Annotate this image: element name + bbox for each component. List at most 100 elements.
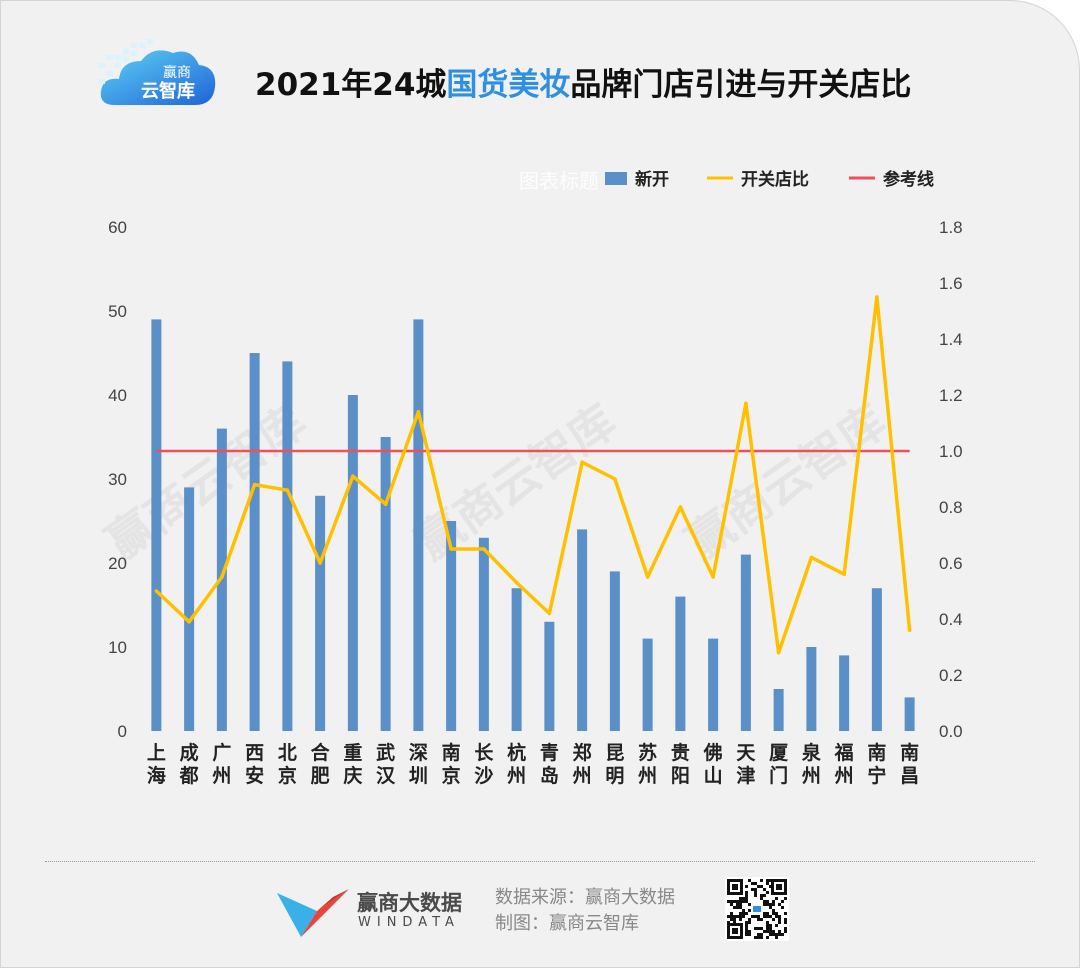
qr-module	[739, 912, 742, 915]
qr-module	[784, 918, 787, 921]
bar-深圳	[413, 319, 424, 731]
qr-module	[772, 903, 775, 906]
source-line: 数据来源：赢商大数据	[495, 887, 675, 908]
bar-南京	[446, 521, 457, 731]
ratio-point-重庆	[351, 474, 355, 479]
qr-module	[772, 933, 775, 936]
y-right-tick-label: 0.4	[939, 610, 963, 629]
bar-合肥	[315, 495, 326, 731]
qr-module	[769, 933, 772, 936]
ratio-point-广州	[220, 575, 224, 579]
combo-chart: 赢商云智库 赢商云智库 赢商云智库01020304050600.00.20.40.6…	[96, 169, 963, 787]
qr-module	[754, 936, 757, 939]
windata-logo-icon	[277, 889, 349, 937]
qr-module	[766, 924, 769, 927]
qr-module	[739, 915, 742, 918]
qr-module	[745, 927, 748, 930]
y-left-tick-label: 20	[108, 554, 127, 573]
bar-武汉	[380, 437, 391, 731]
x-tick-label: 昆明	[605, 742, 624, 787]
qr-module	[763, 930, 766, 933]
x-tick-label: 上海	[147, 742, 166, 787]
ratio-point-合肥	[318, 561, 322, 565]
qr-center-logo	[753, 906, 761, 912]
x-tick-label: 郑州	[573, 742, 592, 787]
qr-module	[784, 912, 787, 915]
x-tick-label: 天津	[736, 742, 756, 787]
bar-西安	[249, 353, 260, 731]
y-right-tick-label: 0.6	[939, 554, 963, 573]
bar-重庆	[347, 395, 358, 731]
x-tick-label: 成都	[179, 741, 199, 787]
qr-module	[754, 882, 757, 885]
y-left-tick-label: 60	[108, 218, 127, 237]
ratio-point-昆明	[613, 477, 617, 481]
qr-module	[763, 915, 766, 918]
qr-module	[754, 888, 757, 891]
qr-module	[784, 897, 787, 900]
qr-module	[778, 921, 781, 924]
qr-module	[727, 900, 730, 903]
qr-module	[760, 885, 763, 888]
qr-module	[760, 879, 763, 882]
qr-module	[772, 909, 775, 912]
qr-module	[763, 912, 766, 915]
qr-module	[769, 915, 772, 918]
qr-module	[730, 900, 733, 903]
legend-label: 参考线	[883, 169, 934, 190]
qr-module	[754, 894, 757, 897]
x-tick-label: 合肥	[311, 741, 331, 787]
ratio-point-成都	[187, 620, 191, 624]
qr-module	[766, 930, 769, 933]
qr-module	[772, 930, 775, 933]
qr-module	[751, 888, 754, 891]
qr-module	[769, 924, 772, 927]
bar-上海	[151, 319, 162, 731]
qr-module	[739, 903, 742, 906]
qr-module	[763, 894, 766, 897]
x-tick-label: 贵阳	[671, 742, 690, 787]
qr-module	[769, 903, 772, 906]
bar-杭州	[511, 588, 522, 731]
bar-天津	[740, 554, 751, 731]
qr-module	[763, 903, 766, 906]
qr-module	[778, 903, 781, 906]
qr-module	[757, 936, 760, 939]
qr-module	[757, 915, 760, 918]
page-title: 2021年24城国货美妆品牌门店引进与开关店比	[255, 59, 911, 104]
qr-module	[763, 900, 766, 903]
qr-module	[766, 900, 769, 903]
qr-module	[778, 915, 781, 918]
qr-module	[730, 918, 733, 921]
qr-module	[778, 933, 781, 936]
qr-module	[745, 885, 748, 888]
chart-title-placeholder: 图表标题	[519, 169, 599, 193]
qr-module	[784, 921, 787, 924]
qr-module	[769, 927, 772, 930]
qr-module	[736, 900, 739, 903]
qr-module	[733, 915, 736, 918]
y-left-tick-label: 30	[108, 470, 127, 489]
qr-module	[769, 879, 772, 882]
qr-module	[733, 906, 736, 909]
x-tick-label: 杭州	[507, 741, 526, 787]
ratio-point-深圳	[416, 410, 421, 414]
qr-module	[754, 927, 757, 930]
qr-module	[775, 933, 778, 936]
ratio-point-厦门	[776, 650, 781, 655]
ratio-point-福州	[842, 572, 846, 576]
qr-module	[745, 897, 748, 900]
qr-code-icon	[725, 877, 789, 941]
y-right-tick-label: 1.4	[939, 330, 963, 349]
qr-module	[733, 900, 736, 903]
qr-module	[736, 915, 739, 918]
qr-module	[745, 894, 748, 897]
qr-module	[733, 921, 736, 924]
qr-module	[775, 915, 778, 918]
qr-module	[739, 918, 742, 921]
qr-module	[781, 933, 784, 936]
qr-module	[748, 918, 751, 921]
qr-module	[748, 909, 751, 912]
x-tick-label: 南昌	[900, 742, 919, 787]
qr-module	[781, 900, 784, 903]
